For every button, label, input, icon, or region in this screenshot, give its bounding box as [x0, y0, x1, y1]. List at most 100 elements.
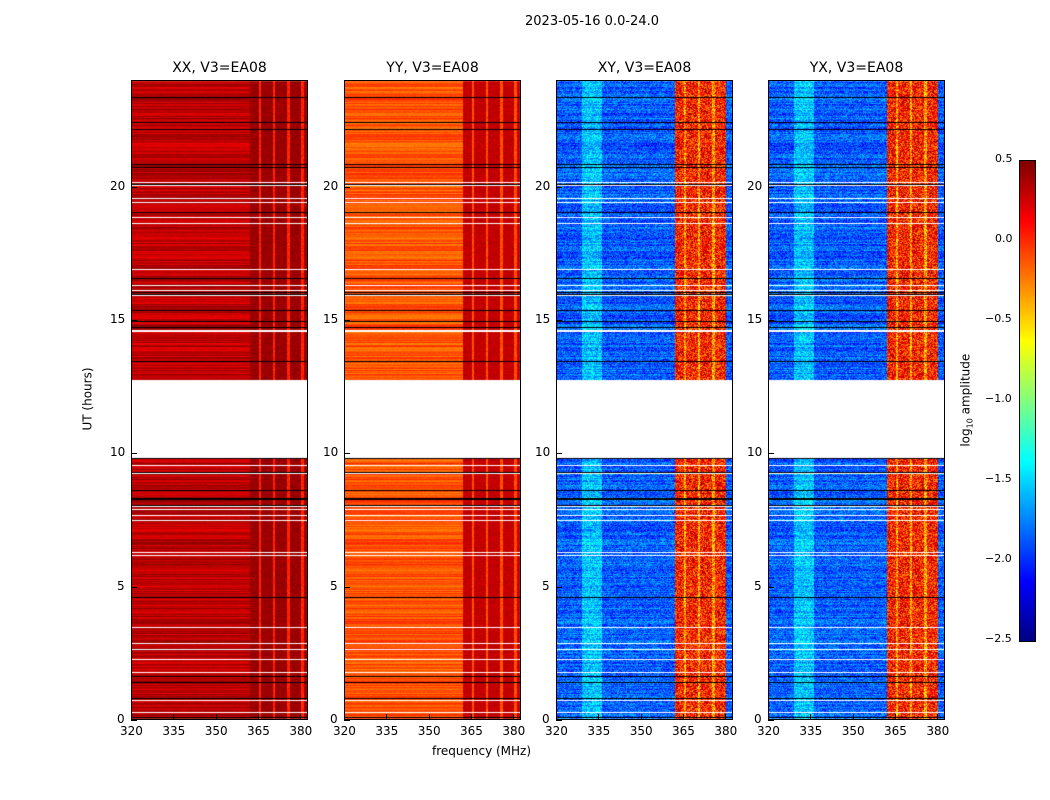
- y-axis-label: UT (hours): [80, 367, 95, 431]
- y-tick-label: 5: [117, 578, 125, 593]
- x-tick-label: 335: [587, 724, 611, 738]
- y-tick: [556, 586, 562, 588]
- y-tick-label: 5: [330, 578, 338, 593]
- x-tick-label: 365: [884, 724, 907, 738]
- x-tick-label: 320: [757, 724, 780, 738]
- y-tick: [556, 720, 562, 721]
- heatmap-image: [344, 80, 521, 720]
- y-tick-label: 5: [754, 578, 762, 593]
- x-tick: [428, 714, 430, 720]
- y-tick: [131, 320, 137, 321]
- y-tick-label: 0: [330, 712, 338, 726]
- y-tick-label: 0: [117, 712, 125, 726]
- x-tick: [683, 714, 685, 720]
- y-tick-label: 10: [747, 445, 763, 460]
- x-tick-label: 320: [545, 724, 568, 738]
- x-tick-label: 350: [204, 724, 228, 738]
- y-tick: [344, 586, 350, 588]
- y-tick-label: 15: [747, 312, 763, 326]
- x-tick: [810, 714, 812, 720]
- x-tick: [386, 714, 388, 720]
- y-tick: [556, 453, 562, 455]
- y-tick: [131, 586, 137, 588]
- panel-frame: [768, 80, 945, 720]
- colorbar-tick-label: −1.5: [985, 472, 1012, 485]
- colorbar-tick-label: −1.0: [985, 392, 1012, 405]
- panel-title: YY, V3=EA08: [386, 60, 479, 76]
- colorbar-label: log10 amplitude: [958, 353, 975, 447]
- panel-title: XX, V3=EA08: [172, 60, 267, 76]
- y-tick: [344, 453, 350, 455]
- y-tick-label: 20: [535, 178, 551, 193]
- colorbar: [1019, 160, 1036, 642]
- x-tick: [215, 714, 217, 720]
- colorbar-tick-label: −2.5: [985, 632, 1012, 645]
- y-tick: [556, 320, 562, 321]
- y-tick-label: 10: [535, 445, 551, 460]
- y-tick: [131, 186, 137, 188]
- x-tick-label: 365: [672, 724, 695, 738]
- y-tick: [768, 453, 774, 455]
- y-tick: [344, 720, 350, 721]
- x-tick-label: 335: [799, 724, 823, 738]
- x-tick: [131, 714, 132, 720]
- x-tick-label: 380: [289, 724, 313, 738]
- x-axis-label: frequency (MHz): [432, 744, 532, 758]
- y-tick-label: 10: [110, 445, 126, 460]
- y-tick-label: 0: [754, 712, 762, 726]
- x-tick-label: 350: [629, 724, 653, 738]
- panel-title: XY, V3=EA08: [597, 60, 692, 76]
- x-tick-label: 320: [333, 724, 356, 738]
- x-tick: [640, 714, 642, 720]
- panel-frame: [556, 80, 733, 720]
- panel-frame: [131, 80, 308, 720]
- colorbar-tick-label: 0.0: [995, 232, 1013, 245]
- panel-frame: [344, 80, 521, 720]
- y-tick-label: 15: [535, 312, 551, 326]
- colorbar-tick-label: 0.5: [995, 152, 1013, 165]
- y-tick-label: 5: [542, 578, 550, 593]
- x-tick: [471, 714, 473, 720]
- y-tick-label: 20: [110, 178, 126, 193]
- x-tick: [300, 714, 302, 720]
- y-tick-label: 15: [323, 312, 339, 326]
- figure-title: 2023-05-16 0.0-24.0: [525, 14, 659, 29]
- x-tick-label: 350: [417, 724, 441, 738]
- x-tick-label: 380: [714, 724, 738, 738]
- y-tick-label: 20: [747, 178, 763, 193]
- x-tick: [173, 714, 175, 720]
- y-tick: [344, 186, 350, 188]
- y-tick: [768, 320, 774, 321]
- y-tick: [768, 586, 774, 588]
- x-tick: [513, 714, 515, 720]
- y-tick-label: 0: [542, 712, 550, 726]
- x-tick-label: 350: [841, 724, 865, 738]
- colorbar-tick-label: −2.0: [985, 552, 1012, 565]
- y-tick-label: 10: [323, 445, 339, 460]
- x-tick-label: 320: [120, 724, 143, 738]
- x-tick-label: 365: [460, 724, 483, 738]
- x-tick-label: 335: [375, 724, 399, 738]
- x-tick: [258, 714, 260, 720]
- y-tick-label: 15: [110, 312, 126, 326]
- heatmap-image: [768, 80, 945, 720]
- colorbar-tick-label: −0.5: [985, 312, 1012, 325]
- y-tick-label: 20: [323, 178, 339, 193]
- x-tick: [937, 714, 939, 720]
- y-tick: [768, 186, 774, 188]
- x-tick: [852, 714, 854, 720]
- heatmap-image: [131, 80, 308, 720]
- x-tick: [598, 714, 600, 720]
- x-tick-label: 380: [926, 724, 950, 738]
- y-tick: [344, 320, 350, 321]
- y-tick: [556, 186, 562, 188]
- x-tick: [895, 714, 897, 720]
- x-tick-label: 380: [502, 724, 526, 738]
- x-tick-label: 365: [247, 724, 270, 738]
- x-tick: [344, 714, 345, 720]
- y-tick: [131, 453, 137, 455]
- panel-title: YX, V3=EA08: [809, 60, 904, 76]
- y-tick: [768, 720, 774, 721]
- x-tick: [768, 714, 769, 720]
